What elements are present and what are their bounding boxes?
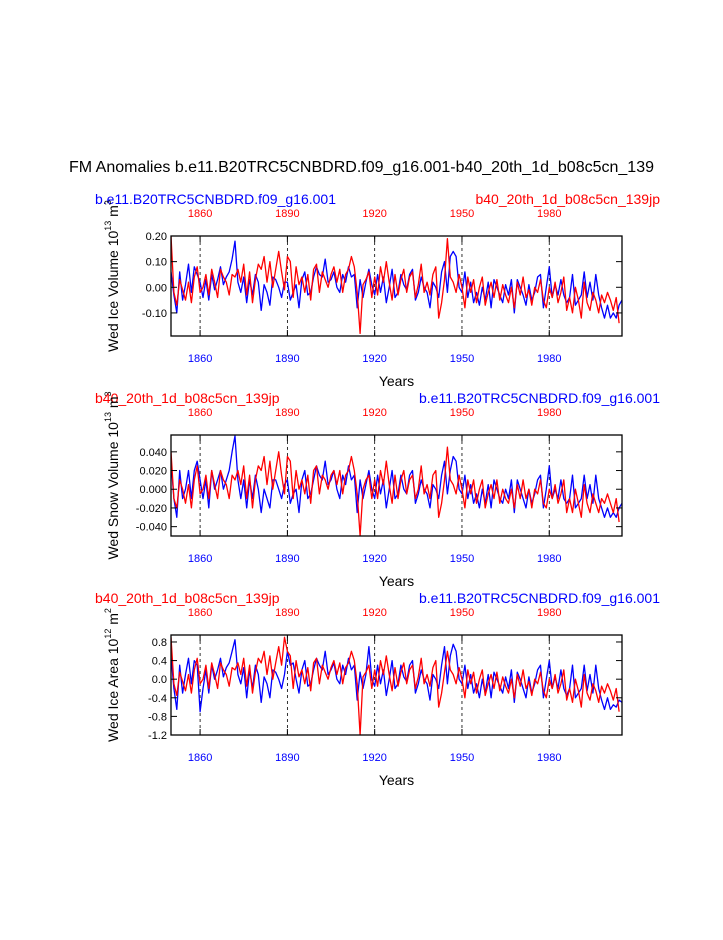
plot-frame bbox=[170, 235, 623, 337]
y-axis-title-main: Wed Ice Volume 10 bbox=[105, 231, 121, 352]
y-tick-label: -0.10 bbox=[142, 308, 167, 320]
x-tick-label-top: 1980 bbox=[537, 607, 561, 619]
y-tick-label: 0.8 bbox=[152, 637, 167, 649]
x-tick-label: 1860 bbox=[188, 553, 212, 565]
x-tick-label: 1950 bbox=[450, 353, 474, 365]
x-tick-label-top: 1860 bbox=[188, 407, 212, 419]
y-axis-title-unit: m bbox=[105, 205, 121, 221]
x-tick-label: 1890 bbox=[275, 553, 299, 565]
x-tick-label-top: 1980 bbox=[537, 407, 561, 419]
y-axis-title-unit-exponent: 3 bbox=[103, 391, 113, 396]
series-line-red bbox=[171, 446, 620, 536]
y-axis-title: Wed Snow Volume 1013 m3 bbox=[103, 391, 121, 559]
y-axis-title-exponent: 13 bbox=[103, 412, 113, 422]
x-tick-label-top: 1950 bbox=[450, 208, 474, 220]
figure-title: FM Anomalies b.e11.B20TRC5CNBDRD.f09_g16… bbox=[69, 159, 654, 176]
y-tick-label: 0.00 bbox=[146, 282, 167, 294]
x-tick-label-top: 1890 bbox=[275, 607, 299, 619]
series-line-red bbox=[171, 636, 620, 735]
run-label-right: b.e11.B20TRC5CNBDRD.f09_g16.001 bbox=[419, 390, 660, 406]
x-tick-label-top: 1980 bbox=[537, 208, 561, 220]
x-axis-title: Years bbox=[379, 772, 414, 788]
chart-panel-volume: -0.10 0.00 0.10 0.20 1860 1860 1890 1890 1920 192… bbox=[95, 191, 660, 389]
x-tick-label-top: 1920 bbox=[362, 407, 386, 419]
run-label-left: b40_20th_1d_b08c5cn_139jp bbox=[95, 590, 280, 606]
y-tick-label: 0.040 bbox=[139, 447, 167, 459]
run-label-left: b.e11.B20TRC5CNBDRD.f09_g16.001 bbox=[95, 191, 336, 207]
y-axis-title-exponent: 12 bbox=[103, 629, 113, 639]
y-tick-label: 0.020 bbox=[139, 466, 167, 478]
x-tick-label: 1980 bbox=[537, 353, 561, 365]
x-tick-label: 1920 bbox=[362, 752, 386, 764]
plot-frame bbox=[170, 634, 623, 736]
x-tick-label-top: 1890 bbox=[275, 208, 299, 220]
y-tick-label: -0.8 bbox=[148, 711, 167, 723]
x-tick-label: 1860 bbox=[188, 353, 212, 365]
x-tick-label: 1920 bbox=[362, 353, 386, 365]
y-tick-label: -1.2 bbox=[148, 730, 167, 742]
y-tick-label: -0.020 bbox=[136, 503, 167, 515]
x-tick-label: 1950 bbox=[450, 553, 474, 565]
y-tick-label: 0.20 bbox=[146, 231, 167, 243]
y-tick-label: 0.4 bbox=[152, 656, 167, 668]
x-axis-title: Years bbox=[379, 573, 414, 589]
y-tick-label: -0.4 bbox=[148, 693, 167, 705]
y-axis-title-unit-exponent: 2 bbox=[103, 608, 113, 613]
y-axis-title-unit: m bbox=[105, 613, 121, 629]
series-line-red bbox=[171, 236, 620, 335]
x-axis-title: Years bbox=[379, 373, 414, 389]
y-axis-title-unit: m bbox=[105, 396, 121, 412]
x-tick-label-top: 1890 bbox=[275, 407, 299, 419]
x-tick-label: 1890 bbox=[275, 752, 299, 764]
x-tick-label: 1950 bbox=[450, 752, 474, 764]
x-tick-label: 1860 bbox=[188, 752, 212, 764]
run-label-right: b40_20th_1d_b08c5cn_139jp bbox=[475, 191, 660, 207]
x-tick-label: 1980 bbox=[537, 752, 561, 764]
y-axis-title-unit-exponent: 3 bbox=[103, 200, 113, 205]
x-tick-label: 1890 bbox=[275, 353, 299, 365]
x-tick-label: 1920 bbox=[362, 553, 386, 565]
x-tick-label-top: 1920 bbox=[362, 607, 386, 619]
y-axis-title: Wed Ice Volume 1013 m3 bbox=[103, 200, 121, 352]
x-tick-label: 1980 bbox=[537, 553, 561, 565]
run-label-left: b40_20th_1d_b08c5cn_139jp bbox=[95, 390, 280, 406]
y-axis-title-exponent: 13 bbox=[103, 221, 113, 231]
x-tick-label-top: 1920 bbox=[362, 208, 386, 220]
chart-panel-snow: -0.040 -0.020 0.000 0.020 0.040 1860 1860 1890 1… bbox=[95, 390, 660, 589]
run-label-right: b.e11.B20TRC5CNBDRD.f09_g16.001 bbox=[419, 590, 660, 606]
y-tick-label: 0.10 bbox=[146, 257, 167, 269]
x-tick-label-top: 1860 bbox=[188, 208, 212, 220]
y-axis-title-main: Wed Ice Area 10 bbox=[105, 638, 121, 741]
y-axis-title-main: Wed Snow Volume 10 bbox=[105, 422, 121, 560]
x-tick-label-top: 1860 bbox=[188, 607, 212, 619]
y-axis-title: Wed Ice Area 1012 m2 bbox=[103, 608, 121, 742]
y-tick-label: -0.040 bbox=[136, 522, 167, 534]
y-tick-label: 0.000 bbox=[139, 484, 167, 496]
plot-frame bbox=[170, 434, 623, 537]
chart-panel-area: -1.2 -0.8 -0.4 0.0 0.4 0.8 1860 1860 1890 1890 192… bbox=[95, 590, 660, 788]
x-tick-label-top: 1950 bbox=[450, 607, 474, 619]
chart-panels: -0.10 0.00 0.10 0.20 1860 1860 1890 1890 1920 192… bbox=[95, 191, 660, 788]
x-tick-label-top: 1950 bbox=[450, 407, 474, 419]
y-tick-label: 0.0 bbox=[152, 674, 167, 686]
